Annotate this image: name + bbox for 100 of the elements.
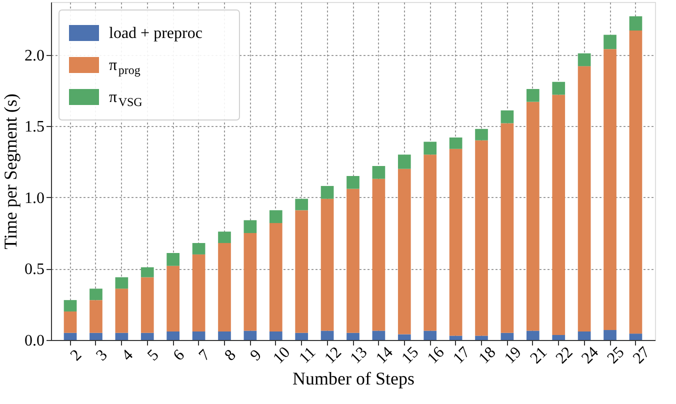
x-tick-label: 16 bbox=[424, 344, 448, 368]
bar bbox=[192, 331, 206, 340]
x-tick-label: 4 bbox=[118, 346, 137, 364]
x-tick-label: 24 bbox=[578, 344, 602, 368]
bar bbox=[295, 332, 308, 340]
bar bbox=[424, 142, 437, 155]
y-axis-title: Time per Segment (s) bbox=[0, 94, 20, 250]
y-tick-label: 2.0 bbox=[24, 47, 44, 64]
bar bbox=[629, 334, 642, 340]
bar bbox=[346, 176, 360, 189]
x-tick-label: 10 bbox=[270, 344, 294, 368]
bar bbox=[218, 243, 231, 332]
bar bbox=[90, 288, 102, 300]
bar bbox=[578, 53, 591, 66]
x-tick-label: 5 bbox=[144, 346, 162, 364]
bar bbox=[398, 334, 411, 340]
x-tick-label: 12 bbox=[322, 344, 345, 368]
bar bbox=[244, 220, 257, 234]
bar bbox=[192, 254, 206, 332]
x-tick-label: 9 bbox=[247, 346, 266, 364]
legend-label: load + preproc bbox=[109, 25, 202, 42]
bar bbox=[218, 232, 231, 244]
x-tick-label: 19 bbox=[502, 344, 525, 368]
bar bbox=[500, 110, 514, 124]
bar bbox=[346, 188, 360, 333]
bar bbox=[449, 137, 462, 149]
bar bbox=[166, 266, 180, 332]
x-tick-label: 14 bbox=[373, 344, 396, 368]
bar bbox=[346, 332, 360, 340]
bar bbox=[64, 311, 77, 333]
bar bbox=[629, 30, 642, 334]
x-tick-label: 27 bbox=[630, 344, 654, 368]
y-tick-label: 1.0 bbox=[24, 190, 44, 207]
x-tick-label: 6 bbox=[170, 346, 188, 364]
bar bbox=[449, 336, 462, 340]
bar bbox=[475, 336, 488, 340]
bar bbox=[244, 233, 257, 331]
x-tick-label: 17 bbox=[450, 344, 474, 368]
x-tick-label: 18 bbox=[476, 344, 500, 368]
y-tick-label: 0.0 bbox=[24, 332, 44, 350]
bar bbox=[372, 178, 386, 331]
x-tick-label: 13 bbox=[347, 344, 371, 368]
bar bbox=[90, 300, 102, 333]
bar bbox=[526, 102, 540, 331]
bar bbox=[475, 128, 488, 140]
y-tick-label: 0.5 bbox=[24, 261, 44, 278]
bar bbox=[115, 288, 128, 333]
bar bbox=[552, 335, 566, 340]
bar bbox=[475, 140, 488, 336]
bar bbox=[372, 166, 386, 179]
bar bbox=[320, 198, 334, 331]
x-tick-label: 8 bbox=[222, 346, 240, 364]
x-tick-label: 3 bbox=[93, 346, 111, 364]
bar bbox=[552, 94, 566, 336]
bar bbox=[629, 16, 642, 31]
bar bbox=[166, 253, 180, 266]
bar bbox=[166, 331, 180, 340]
bar bbox=[526, 330, 540, 340]
bar bbox=[424, 154, 437, 331]
bar bbox=[64, 300, 77, 312]
bar bbox=[320, 330, 334, 340]
y-tick-label: 1.5 bbox=[24, 118, 44, 136]
bar bbox=[604, 330, 616, 340]
x-tick-label: 21 bbox=[527, 344, 551, 368]
bar bbox=[578, 331, 591, 340]
bar bbox=[295, 210, 308, 333]
bar bbox=[500, 123, 514, 333]
bar bbox=[295, 198, 308, 210]
x-tick-label: 15 bbox=[398, 344, 422, 368]
bar bbox=[64, 332, 77, 340]
bar bbox=[244, 330, 257, 340]
bar bbox=[115, 332, 128, 340]
bar bbox=[449, 148, 462, 336]
x-tick-label: 2 bbox=[67, 346, 86, 364]
bar bbox=[398, 168, 411, 334]
bar bbox=[604, 49, 616, 330]
bar bbox=[192, 243, 206, 254]
bar bbox=[320, 186, 334, 199]
bar bbox=[372, 330, 386, 340]
bar bbox=[398, 154, 411, 169]
bar bbox=[140, 277, 154, 333]
bar bbox=[604, 34, 616, 50]
bar bbox=[269, 223, 282, 332]
bar bbox=[526, 88, 540, 102]
x-tick-label: 25 bbox=[604, 344, 628, 368]
bar bbox=[552, 82, 566, 95]
bar bbox=[269, 210, 282, 224]
x-axis-title: Number of Steps bbox=[292, 368, 414, 388]
x-tick-label: 7 bbox=[196, 346, 214, 364]
bar bbox=[269, 331, 282, 340]
bar bbox=[218, 331, 231, 340]
bar bbox=[115, 277, 128, 289]
x-tick-label: 11 bbox=[296, 344, 320, 367]
bar bbox=[500, 332, 514, 340]
bar bbox=[578, 66, 591, 332]
bar bbox=[90, 332, 102, 340]
x-tick-label: 22 bbox=[552, 344, 576, 368]
bar bbox=[140, 332, 154, 340]
bar bbox=[140, 267, 154, 278]
bar bbox=[424, 330, 437, 340]
